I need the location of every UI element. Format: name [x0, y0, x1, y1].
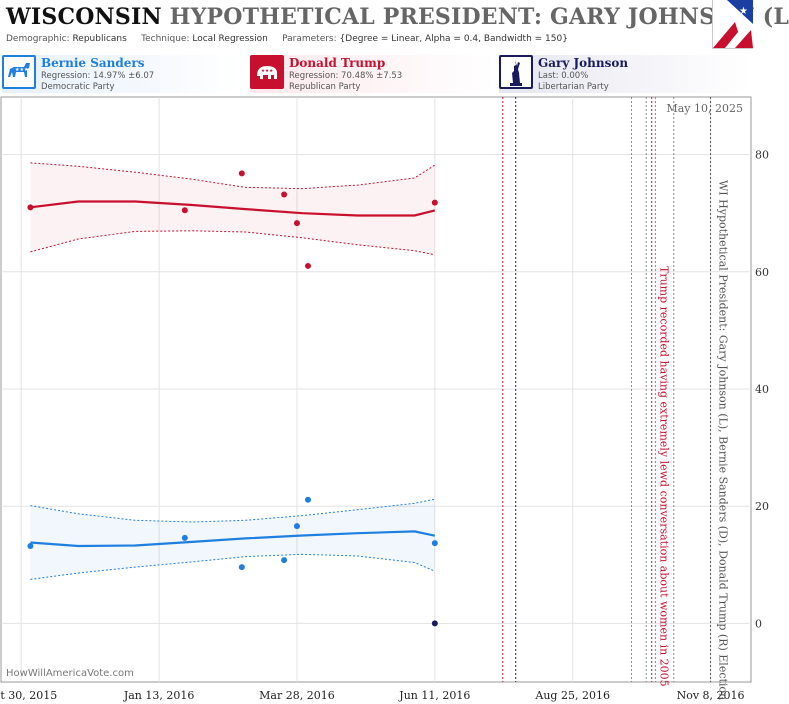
band-lower-line: [30, 230, 435, 256]
svg-text:★: ★: [739, 6, 748, 17]
x-tick-label: Jan 13, 2016: [123, 689, 195, 702]
y-tick-label: 80: [755, 149, 769, 162]
parameters-value: {Degree = Linear, Alpha = 0.4, Bandwidth…: [339, 34, 568, 44]
candidate-name: Donald Trump: [289, 56, 386, 70]
title-rest: HYPOTHETICAL PRESIDENT: GARY JOHNSON (L)…: [169, 4, 789, 30]
liberty-statue-icon: [499, 55, 533, 89]
title-state: WISCONSIN: [6, 4, 162, 30]
candidate-party: Libertarian Party: [538, 82, 609, 92]
poll-point: [181, 534, 188, 541]
x-tick-label: Oct 30, 2015: [0, 689, 57, 702]
elephant-icon: ★★★: [250, 55, 284, 89]
demographic-label: Demographic:: [6, 34, 70, 44]
parameters-line: Demographic: Republicans Technique: Loca…: [6, 34, 568, 44]
y-tick-label: 20: [755, 500, 769, 513]
band-lower-line: [30, 553, 435, 580]
page-title: WISCONSIN HYPOTHETICAL PRESIDENT: GARY J…: [6, 4, 789, 30]
parameters-label: Parameters:: [282, 34, 337, 44]
y-tick-label: 60: [755, 266, 769, 279]
date-stamp: May 10, 2025: [666, 102, 743, 115]
demographic-value: Republicans: [72, 34, 127, 44]
x-tick-label: Mar 28, 2016: [259, 689, 335, 702]
event-lines: [502, 97, 712, 682]
band-upper-line: [30, 498, 435, 523]
watermark: HowWillAmericaVote.com: [6, 668, 134, 679]
candidate-stat: Last: 0.00%: [538, 71, 589, 81]
legend-item-johnson[interactable]: Gary Johnson Last: 0.00% Libertarian Par…: [499, 55, 751, 93]
trend-lines: [30, 200, 436, 548]
svg-text:★★★: ★★★: [15, 67, 29, 73]
poll-point: [27, 204, 34, 211]
poll-point: [238, 564, 245, 571]
donkey-icon: ★★★: [2, 55, 36, 89]
poll-point: [431, 199, 438, 206]
poll-chart: 0 20 40 60 80 Oct 30, 2015 Jan 13, 2016 Mar 28,…: [0, 96, 769, 702]
flag-logo: ★: [712, 0, 753, 49]
event-label: Trump recorded having extremely lewd con…: [658, 266, 671, 687]
candidate-party: Democratic Party: [41, 82, 115, 92]
poll-point: [238, 170, 245, 177]
poll-point: [293, 523, 300, 530]
technique-label: Technique:: [141, 34, 190, 44]
poll-point: [281, 191, 288, 198]
poll-point: [304, 496, 311, 503]
x-tick-label: Aug 25, 2016: [534, 689, 610, 702]
band-upper-line: [30, 162, 436, 190]
poll-point: [304, 262, 311, 269]
poll-point: [181, 207, 188, 214]
candidate-party: Republican Party: [289, 82, 361, 92]
candidate-name: Gary Johnson: [538, 56, 629, 70]
poll-point: [281, 557, 288, 564]
legend-item-sanders[interactable]: ★★★ Bernie Sanders Regression: 14.97% ±6…: [2, 55, 242, 93]
trend-line: [30, 530, 436, 548]
technique-value: Local Regression: [192, 34, 268, 44]
poll-point: [431, 540, 438, 547]
x-tick-label: Jun 11, 2016: [398, 689, 470, 702]
poll-points: [27, 170, 438, 627]
y-tick-label: 0: [755, 617, 762, 630]
trend-line: [30, 200, 436, 217]
poll-point: [293, 220, 300, 227]
candidate-legend: ★★★ Bernie Sanders Regression: 14.97% ±6…: [0, 53, 752, 95]
event-label: WI Hypothetical President: Gary Johnson …: [717, 180, 730, 700]
svg-text:★★★: ★★★: [261, 68, 274, 74]
poll-point: [431, 620, 438, 627]
poll-point: [27, 543, 34, 550]
legend-item-trump[interactable]: ★★★ Donald Trump Regression: 70.48% ±7.5…: [250, 55, 495, 93]
confidence-bands: [30, 162, 436, 580]
candidate-stat: Regression: 70.48% ±7.53: [289, 71, 403, 81]
y-tick-label: 40: [755, 383, 769, 396]
x-tick-label: Nov 8, 2016: [677, 689, 745, 702]
candidate-stat: Regression: 14.97% ±6.07: [41, 71, 155, 81]
candidate-name: Bernie Sanders: [41, 56, 145, 70]
grid: [0, 96, 752, 683]
axis-labels: 0 20 40 60 80 Oct 30, 2015 Jan 13, 2016 Mar 28,…: [0, 102, 769, 702]
